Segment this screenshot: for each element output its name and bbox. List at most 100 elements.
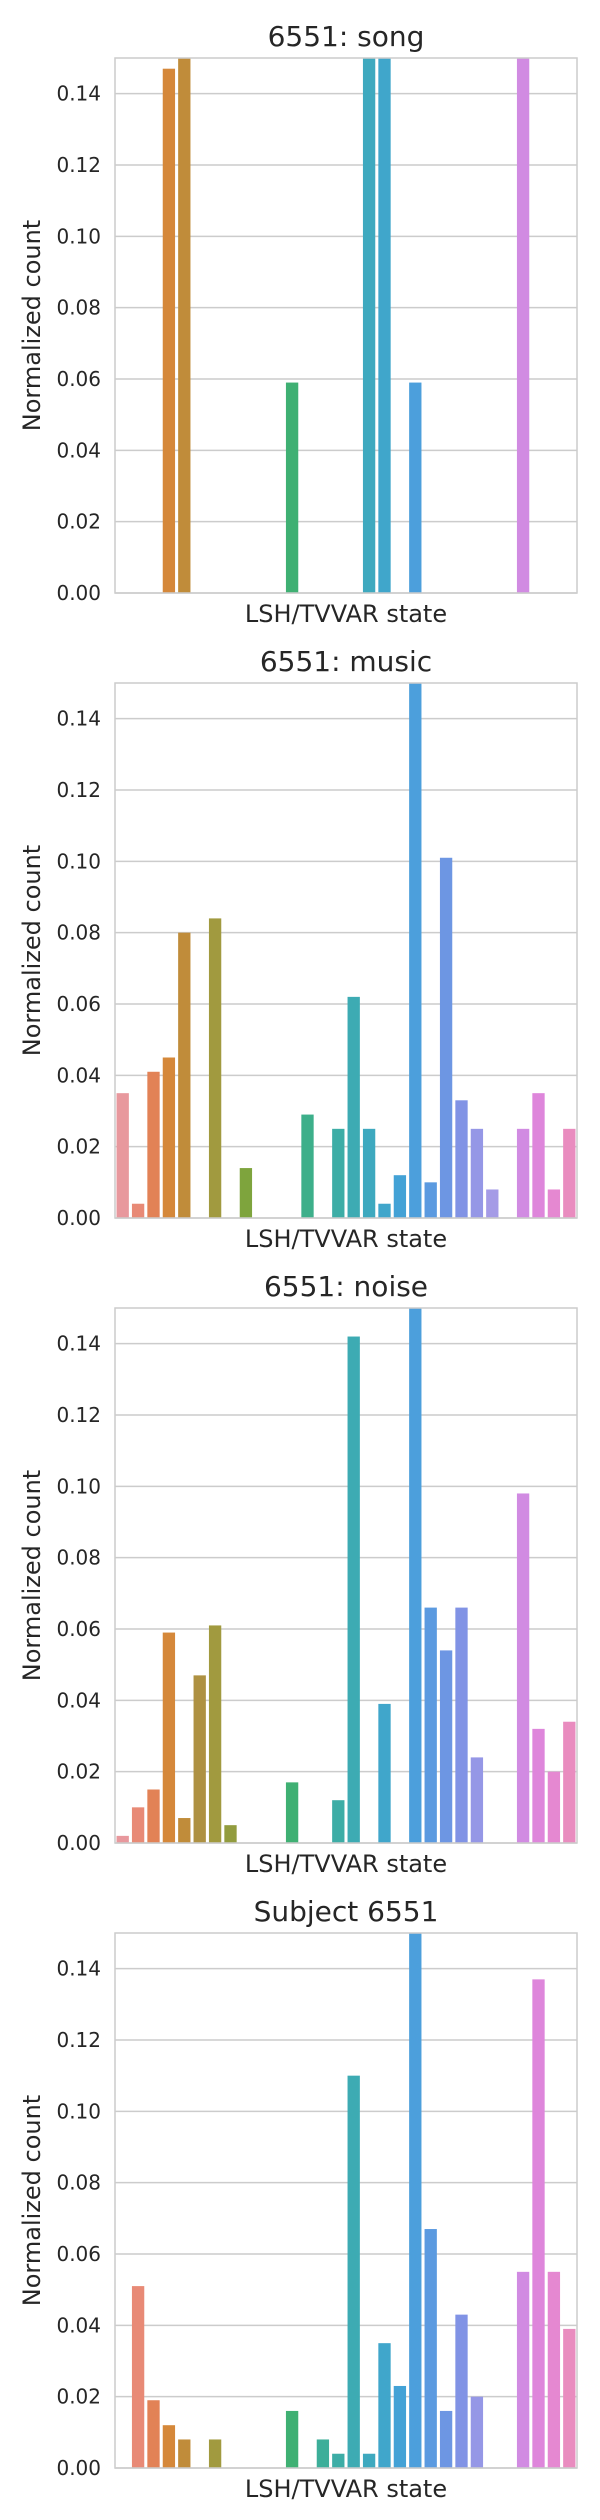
bar	[193, 1675, 206, 1843]
bar	[409, 1933, 422, 2468]
bar	[409, 683, 422, 1218]
bar	[547, 1189, 561, 1218]
bar	[178, 1818, 191, 1843]
bar	[470, 1757, 484, 1843]
bar	[131, 2286, 145, 2468]
y-axis-label: Normalized count	[18, 220, 46, 431]
bar	[332, 1128, 345, 1218]
bar	[224, 1825, 237, 1843]
plot-frame	[114, 682, 578, 1219]
bar	[516, 1493, 530, 1843]
y-tick-label: 0.12	[56, 2028, 101, 2052]
bar	[393, 2385, 407, 2468]
y-tick-label: 0.14	[56, 707, 101, 731]
bar	[424, 1607, 437, 1843]
y-tick-label: 0.04	[56, 1688, 101, 1712]
y-tick-label: 0.04	[56, 438, 101, 462]
y-tick-label: 0.06	[56, 367, 101, 391]
chart-title: Subject 6551	[254, 1895, 439, 1928]
chart-panel: 0.00 0.02 0.04 0.06 0.08 0.10 0.12 0.14 Subject …	[18, 1895, 578, 2503]
bar	[116, 1835, 129, 1843]
bar	[285, 2410, 299, 2468]
bar	[362, 58, 376, 593]
bar	[470, 1128, 484, 1218]
bar	[147, 1071, 160, 1218]
chart-panel: 0.00 0.02 0.04 0.06 0.08 0.10 0.12 0.14 6551: mu…	[18, 645, 578, 1253]
bar	[208, 2439, 222, 2468]
bar	[208, 1625, 222, 1843]
y-tick-label: 0.14	[56, 82, 101, 106]
bar	[532, 1728, 545, 1843]
bar	[239, 1168, 253, 1218]
y-axis-label: Normalized count	[18, 1470, 46, 1681]
bar	[516, 58, 530, 593]
bar	[162, 1057, 176, 1218]
bar	[131, 1203, 145, 1218]
bar	[147, 2400, 160, 2468]
bar	[347, 1336, 360, 1843]
bar	[455, 1607, 468, 1843]
bar	[532, 1979, 545, 2468]
x-axis-label: LSH/TVVAR state	[245, 1850, 447, 1878]
bar	[178, 58, 191, 593]
y-tick-label: 0.06	[56, 2242, 101, 2266]
bar	[378, 2343, 391, 2468]
bar	[378, 1703, 391, 1843]
bar	[208, 918, 222, 1218]
y-tick-label: 0.10	[56, 224, 101, 248]
bar	[439, 857, 453, 1218]
y-axis-label: Normalized count	[18, 2095, 46, 2306]
bar	[147, 1789, 160, 1843]
y-tick-label: 0.10	[56, 849, 101, 873]
bar	[563, 2328, 576, 2468]
y-axis-label: Normalized count	[18, 845, 46, 1056]
y-tick-label: 0.02	[56, 510, 101, 534]
y-tick-label: 0.06	[56, 1617, 101, 1641]
bar	[178, 2439, 191, 2468]
bar	[131, 1807, 145, 1843]
bar	[516, 2271, 530, 2468]
y-tick-label: 0.08	[56, 1546, 101, 1570]
bar	[285, 1782, 299, 1843]
bar	[547, 1771, 561, 1843]
bar	[362, 1128, 376, 1218]
bar	[424, 2229, 437, 2468]
y-tick-label: 0.04	[56, 2313, 101, 2337]
bar	[332, 1800, 345, 1843]
bar	[285, 382, 299, 593]
chart-title: 6551: song	[268, 20, 425, 53]
bar	[178, 932, 191, 1218]
y-tick-label: 0.04	[56, 1063, 101, 1087]
y-tick-label: 0.08	[56, 296, 101, 320]
y-tick-label: 0.10	[56, 1474, 101, 1498]
y-tick-label: 0.08	[56, 921, 101, 945]
bar	[162, 68, 176, 593]
bar	[486, 1189, 499, 1218]
bar	[470, 2396, 484, 2468]
bar	[547, 2271, 561, 2468]
y-tick-label: 0.08	[56, 2171, 101, 2195]
bar	[409, 1308, 422, 1843]
bar	[516, 1128, 530, 1218]
bar	[378, 1203, 391, 1218]
bar	[563, 1721, 576, 1843]
bar	[439, 1650, 453, 1843]
x-axis-label: LSH/TVVAR state	[245, 2475, 447, 2503]
y-tick-label: 0.00	[56, 2456, 101, 2480]
bar	[378, 58, 391, 593]
x-axis-label: LSH/TVVAR state	[245, 1225, 447, 1253]
y-tick-label: 0.06	[56, 992, 101, 1016]
y-tick-label: 0.10	[56, 2099, 101, 2123]
bar	[162, 1632, 176, 1843]
chart-title: 6551: noise	[264, 1270, 428, 1303]
x-axis-label: LSH/TVVAR state	[245, 600, 447, 628]
y-tick-label: 0.00	[56, 581, 101, 605]
bar	[409, 382, 422, 593]
y-tick-label: 0.12	[56, 778, 101, 802]
bar	[347, 2075, 360, 2468]
bar	[347, 996, 360, 1218]
plot-frame	[114, 57, 578, 594]
chart-panel: 0.00 0.02 0.04 0.06 0.08 0.10 0.12 0.14 6551: so…	[18, 20, 578, 628]
bar	[455, 2314, 468, 2468]
